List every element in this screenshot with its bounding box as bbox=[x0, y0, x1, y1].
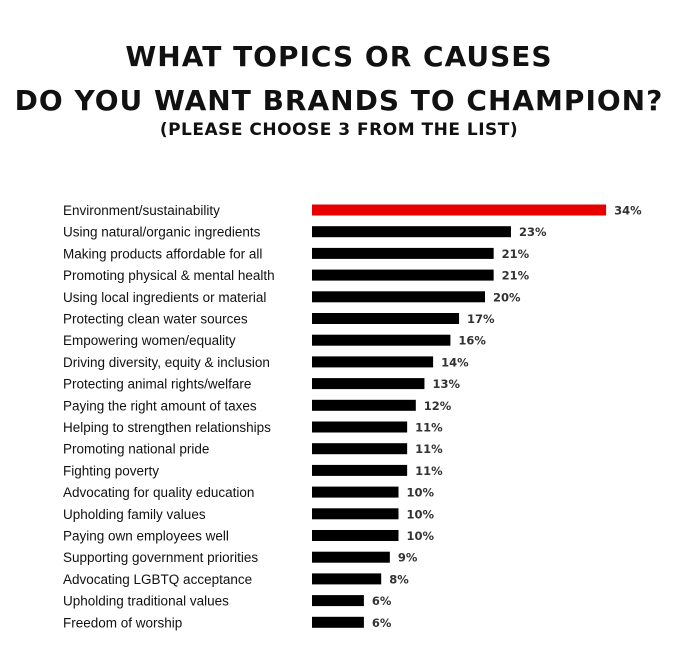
category-label: Paying own employees well bbox=[63, 529, 229, 544]
category-label: Paying the right amount of taxes bbox=[63, 398, 257, 413]
value-label: 21% bbox=[502, 247, 530, 261]
value-label: 17% bbox=[467, 312, 495, 326]
value-label: 20% bbox=[493, 290, 521, 304]
category-label: Advocating for quality education bbox=[63, 485, 254, 500]
bar bbox=[312, 247, 494, 259]
bar bbox=[312, 551, 390, 563]
value-label: 12% bbox=[424, 399, 452, 413]
bar bbox=[312, 530, 399, 541]
chart-title-line1: WHAT TOPICS OR CAUSES bbox=[125, 40, 553, 73]
bar bbox=[312, 399, 416, 411]
category-label: Environment/sustainability bbox=[63, 203, 220, 218]
bar bbox=[312, 464, 408, 476]
category-label: Using local ingredients or material bbox=[63, 290, 266, 305]
category-label: Promoting physical & mental health bbox=[63, 268, 275, 283]
category-label: Driving diversity, equity & inclusion bbox=[63, 355, 270, 370]
category-label: Upholding traditional values bbox=[63, 594, 229, 609]
value-label: 16% bbox=[458, 334, 486, 348]
bar bbox=[312, 616, 364, 628]
value-label: 11% bbox=[415, 442, 443, 456]
category-label: Fighting poverty bbox=[63, 463, 159, 478]
category-label: Protecting clean water sources bbox=[63, 312, 248, 327]
value-label: 11% bbox=[415, 421, 443, 435]
value-label: 21% bbox=[502, 269, 530, 283]
value-label: 13% bbox=[432, 377, 460, 391]
category-label: Promoting national pride bbox=[63, 442, 209, 457]
chart-title-line2: DO YOU WANT BRANDS TO CHAMPION? bbox=[14, 84, 664, 117]
category-label: Protecting animal rights/welfare bbox=[63, 377, 251, 392]
bar bbox=[312, 508, 399, 520]
value-label: 9% bbox=[398, 551, 418, 565]
chart-subtitle: (PLEASE CHOOSE 3 FROM THE LIST) bbox=[159, 120, 519, 140]
value-label: 10% bbox=[407, 486, 435, 500]
value-label: 8% bbox=[389, 572, 409, 586]
bar bbox=[312, 291, 485, 303]
value-label: 6% bbox=[372, 616, 392, 630]
value-label: 23% bbox=[519, 225, 547, 239]
bar bbox=[312, 356, 434, 368]
category-label: Upholding family values bbox=[63, 507, 206, 522]
bar-highlight bbox=[312, 204, 607, 216]
bar bbox=[312, 573, 382, 585]
category-label: Making products affordable for all bbox=[63, 246, 262, 261]
category-label: Supporting government priorities bbox=[63, 550, 258, 565]
category-label: Using natural/organic ingredients bbox=[63, 225, 261, 240]
bar bbox=[312, 334, 451, 346]
bar bbox=[312, 378, 425, 390]
value-label: 11% bbox=[415, 464, 443, 478]
category-label: Freedom of worship bbox=[63, 615, 182, 630]
bar bbox=[312, 486, 399, 498]
bar bbox=[312, 226, 511, 238]
category-label: Advocating LGBTQ acceptance bbox=[63, 572, 252, 587]
value-label: 10% bbox=[407, 507, 435, 521]
category-label: Empowering women/equality bbox=[63, 333, 236, 348]
value-label: 6% bbox=[372, 594, 392, 608]
value-label: 14% bbox=[441, 355, 469, 369]
bar bbox=[312, 313, 460, 324]
category-label: Helping to strengthen relationships bbox=[63, 420, 271, 435]
bar bbox=[312, 443, 408, 455]
value-label: 34% bbox=[614, 204, 642, 218]
bar bbox=[312, 421, 408, 433]
bar bbox=[312, 269, 494, 281]
bar bbox=[312, 595, 364, 607]
value-label: 10% bbox=[407, 529, 435, 543]
